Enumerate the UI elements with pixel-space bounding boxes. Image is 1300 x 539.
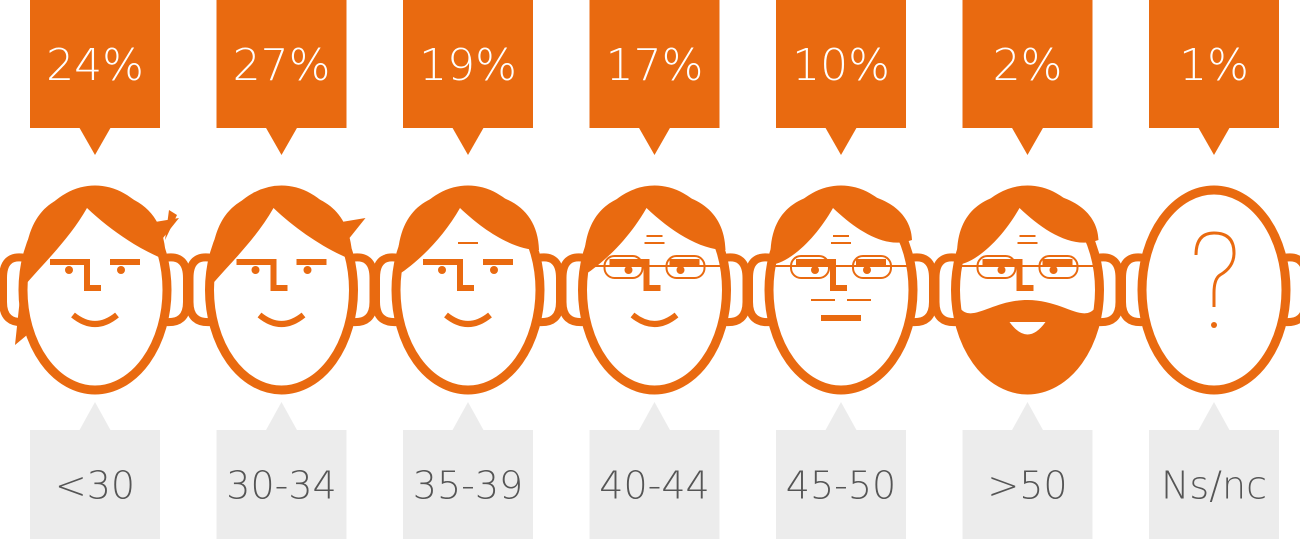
pupil <box>1050 266 1058 274</box>
beard <box>956 300 1100 392</box>
callout-pointer <box>79 127 111 155</box>
category-pointer <box>825 402 857 431</box>
value-label: 17% <box>606 40 704 91</box>
pupil <box>811 266 819 274</box>
category-pointer <box>79 402 111 431</box>
callout-pointer <box>639 127 671 155</box>
category-pointer <box>452 402 484 431</box>
pupil <box>304 266 312 274</box>
pupil <box>252 266 260 274</box>
category-label: >50 <box>987 464 1067 508</box>
category-label: 40-44 <box>599 464 709 508</box>
value-label: 19% <box>419 40 517 91</box>
callout-pointer <box>1198 127 1230 155</box>
pupil <box>677 266 685 274</box>
value-label: 24% <box>46 40 144 91</box>
pupil <box>863 266 871 274</box>
value-label: 1% <box>1179 40 1249 91</box>
category-pointer <box>266 402 298 431</box>
callout-pointer <box>1012 127 1044 155</box>
pupil <box>65 266 73 274</box>
category-label: Ns/nc <box>1161 464 1267 508</box>
value-label: 27% <box>233 40 331 91</box>
category-pointer <box>1012 402 1044 431</box>
category-pointer <box>1198 402 1230 431</box>
callout-pointer <box>825 127 857 155</box>
category-label: 45-50 <box>786 464 896 508</box>
category-label: <30 <box>55 464 135 508</box>
callout-pointer <box>452 127 484 155</box>
value-label: 10% <box>792 40 890 91</box>
pupil <box>490 266 498 274</box>
category-label: 30-34 <box>226 464 336 508</box>
pupil <box>625 266 633 274</box>
callout-pointer <box>266 127 298 155</box>
pupil <box>117 266 125 274</box>
infographic: 24% <30 27% 30-34 19% 35-39 17% 40-44 10% 45-50 2%… <box>0 0 1300 539</box>
pupil <box>438 266 446 274</box>
question-dot <box>1211 322 1217 328</box>
category-label: 35-39 <box>413 464 523 508</box>
category-pointer <box>639 402 671 431</box>
value-label: 2% <box>993 40 1063 91</box>
pupil <box>998 266 1006 274</box>
